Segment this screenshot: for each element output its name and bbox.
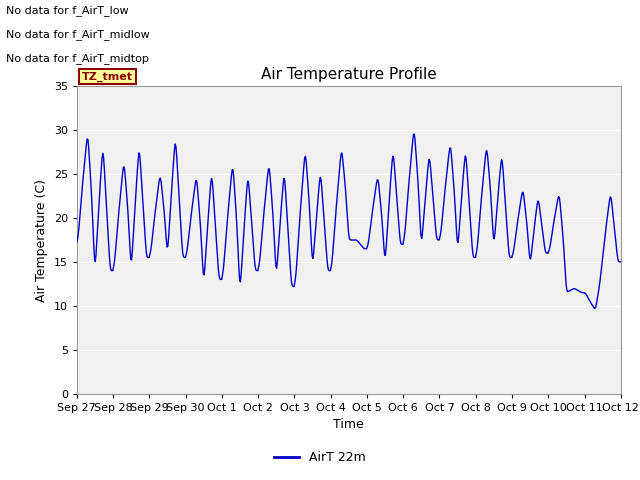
Text: No data for f_AirT_midtop: No data for f_AirT_midtop: [6, 53, 149, 64]
Y-axis label: Air Temperature (C): Air Temperature (C): [35, 179, 48, 301]
Text: No data for f_AirT_low: No data for f_AirT_low: [6, 5, 129, 16]
Legend: AirT 22m: AirT 22m: [269, 446, 371, 469]
Title: Air Temperature Profile: Air Temperature Profile: [261, 68, 436, 83]
Text: No data for f_AirT_midlow: No data for f_AirT_midlow: [6, 29, 150, 40]
X-axis label: Time: Time: [333, 418, 364, 431]
Text: TZ_tmet: TZ_tmet: [82, 72, 133, 82]
